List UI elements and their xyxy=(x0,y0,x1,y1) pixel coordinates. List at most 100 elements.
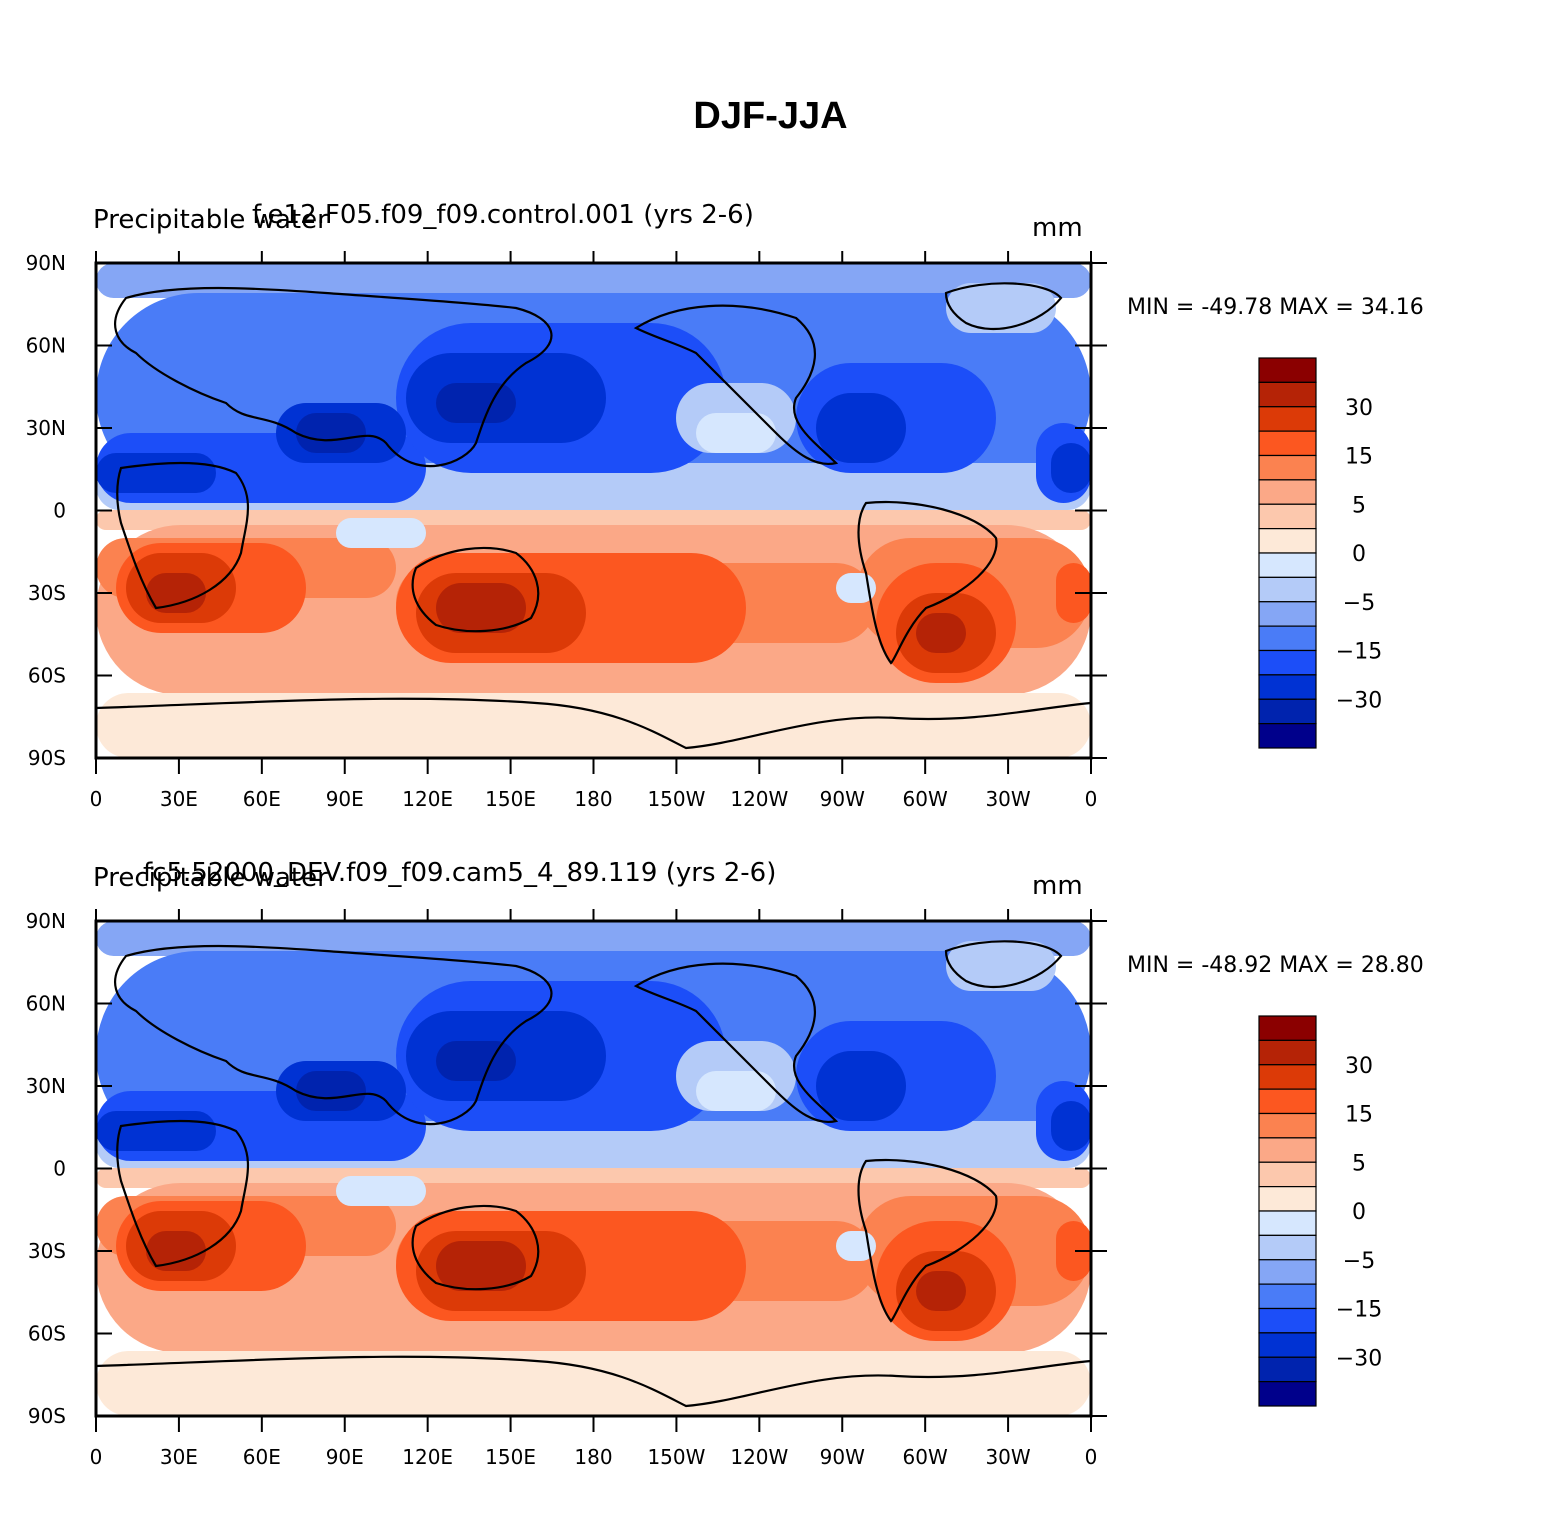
colorbar-swatch xyxy=(1258,357,1317,383)
shaded-region xyxy=(436,1041,516,1081)
shaded-region xyxy=(336,1176,426,1206)
lat-label: 90S xyxy=(28,1404,66,1428)
shaded-region xyxy=(96,1351,1091,1416)
lon-label: 180 xyxy=(574,787,612,811)
colorbar-swatch xyxy=(1258,479,1317,505)
shaded-region xyxy=(1051,1101,1091,1151)
coastline xyxy=(857,1158,998,1323)
coastline xyxy=(95,697,1092,750)
lon-label: 30W xyxy=(985,787,1030,811)
colorbar-label: 5 xyxy=(1352,493,1366,518)
lon-label: 0 xyxy=(1085,1445,1098,1469)
lat-label: 30S xyxy=(28,1239,66,1263)
coastline xyxy=(116,461,249,610)
shaded-region xyxy=(916,1271,966,1311)
colorbar-label: 0 xyxy=(1352,542,1366,567)
min-value: -48.92 xyxy=(1201,953,1273,978)
coastlines xyxy=(95,282,1092,750)
colorbar-swatch xyxy=(1258,1186,1317,1212)
colorbar-label: 5 xyxy=(1352,1151,1366,1176)
shaded-region xyxy=(836,1231,876,1261)
max-value: 34.16 xyxy=(1360,295,1424,320)
lon-label: 90E xyxy=(326,1445,364,1469)
coastline xyxy=(633,304,839,466)
shaded-region xyxy=(816,393,906,463)
lon-label: 120E xyxy=(402,787,453,811)
coastline xyxy=(116,1119,249,1268)
shaded-region xyxy=(436,583,526,633)
shaded-region xyxy=(696,1071,776,1111)
min-label: MIN = xyxy=(1127,295,1202,320)
lon-label: 150W xyxy=(647,787,705,811)
shaded-region xyxy=(146,573,206,613)
colorbar-swatch xyxy=(1258,698,1317,725)
colorbar-swatch xyxy=(1258,381,1317,408)
lat-label: 30S xyxy=(28,581,66,605)
colorbar-swatch xyxy=(1258,649,1317,676)
colorbar xyxy=(1258,357,1317,749)
lat-label: 90S xyxy=(28,746,66,770)
shaded-region xyxy=(816,1051,906,1121)
panel-case-label: fc5.52000_DEV.f09_f09.cam5_4_89.119 (yrs… xyxy=(143,858,777,888)
colorbar-swatch xyxy=(1258,601,1317,627)
coastline xyxy=(114,286,553,468)
lon-label: 90E xyxy=(326,787,364,811)
shaded-region xyxy=(296,413,366,453)
colorbar-swatch xyxy=(1258,1210,1317,1236)
lon-label: 150W xyxy=(647,1445,705,1469)
lon-label: 30W xyxy=(985,1445,1030,1469)
lat-label: 90N xyxy=(26,251,66,275)
map-figure: 90N 60N 30N 0 30S 60S 90S 0 30E 60E 90E 120E 150E 180… xyxy=(26,909,1382,1469)
colorbar-swatch xyxy=(1258,1161,1317,1188)
coastline xyxy=(114,944,553,1126)
shaded-region xyxy=(1051,443,1091,493)
lat-label: 60S xyxy=(28,664,66,688)
shaded-region xyxy=(296,1071,366,1111)
max-value: 28.80 xyxy=(1360,953,1424,978)
lon-label: 120E xyxy=(402,1445,453,1469)
colorbar-label: −5 xyxy=(1343,1249,1375,1274)
colorbar-swatch xyxy=(1258,1259,1317,1285)
colorbar-swatch xyxy=(1258,1381,1317,1407)
shaded-region xyxy=(336,518,426,548)
coastline xyxy=(633,962,839,1124)
max-label: MAX = xyxy=(1279,295,1361,320)
colorbar-label: 30 xyxy=(1345,1054,1373,1079)
lon-label: 60W xyxy=(903,1445,948,1469)
colorbar-label: 0 xyxy=(1352,1200,1366,1225)
lon-label: 90W xyxy=(820,787,865,811)
shaded-region xyxy=(436,1241,526,1291)
colorbar-label: −5 xyxy=(1343,591,1375,616)
coastlines xyxy=(95,940,1092,1408)
lat-label: 60N xyxy=(26,992,66,1016)
lat-label: 90N xyxy=(26,909,66,933)
coastline xyxy=(944,282,1063,331)
shaded-region xyxy=(1056,563,1091,623)
lon-label: 120W xyxy=(730,787,788,811)
lon-label: 30E xyxy=(160,787,198,811)
colorbar-swatch xyxy=(1258,1039,1317,1066)
colorbar-swatch xyxy=(1258,1307,1317,1334)
panel-min-max: MIN = -48.92 MAX = 28.80 xyxy=(1127,953,1424,978)
colorbar-label: −15 xyxy=(1336,1298,1382,1323)
panel-case-label: f.e12.F05.f09_f09.control.001 (yrs 2-6) xyxy=(252,200,754,230)
coastline xyxy=(857,500,998,665)
shaded-region xyxy=(946,941,1056,991)
colorbar-swatch xyxy=(1258,1064,1317,1090)
colorbar-swatch xyxy=(1258,406,1317,432)
contour-fill xyxy=(96,263,1091,758)
lat-label: 60N xyxy=(26,334,66,358)
colorbar-label: −30 xyxy=(1336,1346,1382,1371)
shaded-region xyxy=(96,263,1091,298)
colorbar-swatch xyxy=(1258,1137,1317,1163)
colorbar-swatch xyxy=(1258,723,1317,749)
colorbar-label: 30 xyxy=(1345,396,1373,421)
lon-label: 60E xyxy=(243,787,281,811)
colorbar-swatch xyxy=(1258,552,1317,578)
lon-label: 0 xyxy=(90,787,103,811)
shaded-region xyxy=(96,453,216,493)
colorbar-swatch xyxy=(1258,454,1317,481)
lon-label: 60E xyxy=(243,1445,281,1469)
colorbar-swatch xyxy=(1258,503,1317,530)
colorbar-swatch xyxy=(1258,1234,1317,1261)
